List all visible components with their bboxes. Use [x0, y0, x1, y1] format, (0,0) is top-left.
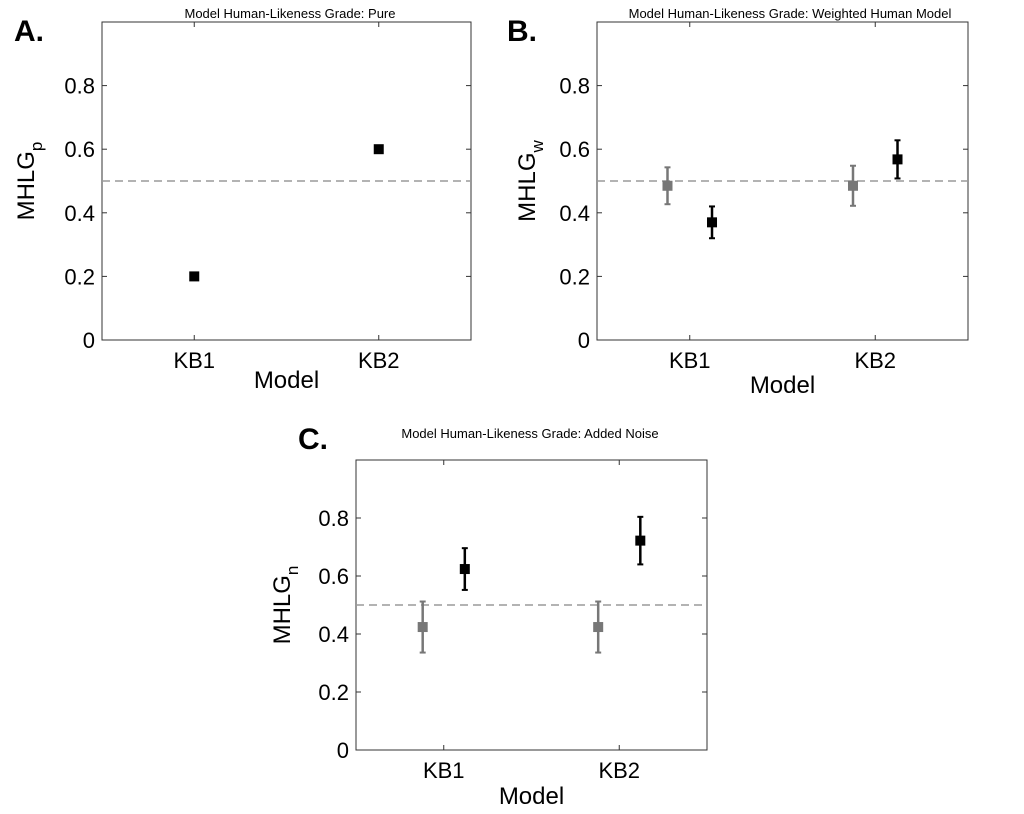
- x-tick-label: KB2: [598, 758, 640, 783]
- y-tick-label: 0.6: [64, 137, 95, 162]
- y-axis-label-text: MHLG: [269, 575, 296, 644]
- y-tick-label: 0.4: [559, 201, 590, 226]
- data-point: [847, 180, 858, 191]
- y-axis-label-text: MHLG: [514, 152, 541, 221]
- x-tick-label: KB1: [669, 348, 711, 373]
- y-axis-label-subscript: p: [27, 142, 46, 151]
- chart-panel-1: A. Model Human-Likeness Grade: Pure 0 0.2 0.…: [13, 6, 472, 394]
- y-tick-label: 0.8: [318, 506, 349, 531]
- panel-letter: B.: [507, 15, 537, 48]
- data-point: [373, 144, 384, 155]
- data-point: [189, 271, 200, 282]
- y-tick-label: 0.8: [559, 74, 590, 99]
- y-axis-label-subscript: n: [283, 566, 302, 575]
- data-point: [459, 564, 470, 575]
- y-axis-label-subscript: w: [528, 139, 547, 153]
- data-point: [417, 622, 428, 633]
- panel-letter: A.: [14, 15, 44, 48]
- x-axis-label: Model: [254, 367, 319, 394]
- y-tick-label: 0: [83, 328, 95, 353]
- x-tick-label: KB1: [423, 758, 465, 783]
- y-tick-label: 0: [578, 328, 590, 353]
- x-tick-label: KB2: [358, 348, 400, 373]
- y-axis-label: MHLGp: [13, 142, 46, 221]
- data-point: [662, 180, 673, 191]
- data-point: [593, 622, 604, 633]
- data-point: [635, 535, 646, 546]
- chart-title: Model Human-Likeness Grade: Pure: [185, 6, 396, 21]
- y-tick-label: 0.6: [559, 137, 590, 162]
- y-tick-label: 0.8: [64, 74, 95, 99]
- panel-letter: C.: [298, 423, 328, 456]
- y-tick-label: 0.4: [318, 622, 349, 647]
- x-axis-label: Model: [499, 783, 564, 810]
- y-tick-label: 0.4: [64, 201, 95, 226]
- y-tick-label: 0.2: [559, 264, 590, 289]
- y-axis-label: MHLGn: [269, 566, 302, 645]
- chart-panel-3: C. Model Human-Likeness Grade: Added Nois…: [269, 423, 708, 810]
- y-axis-label: MHLGw: [514, 139, 547, 221]
- chart-panel-2: B. Model Human-Likeness Grade: Weighted H…: [507, 6, 969, 399]
- y-axis-label-text: MHLG: [13, 151, 40, 220]
- x-axis-label: Model: [750, 372, 815, 399]
- x-tick-label: KB2: [854, 348, 896, 373]
- y-tick-label: 0.2: [318, 680, 349, 705]
- x-tick-label: KB1: [173, 348, 215, 373]
- chart-title: Model Human-Likeness Grade: Added Noise: [401, 426, 658, 441]
- y-tick-label: 0.2: [64, 264, 95, 289]
- chart-title: Model Human-Likeness Grade: Weighted Hum…: [629, 6, 952, 21]
- data-point: [707, 217, 718, 228]
- y-tick-label: 0: [337, 738, 349, 763]
- data-point: [892, 154, 903, 165]
- y-tick-label: 0.6: [318, 564, 349, 589]
